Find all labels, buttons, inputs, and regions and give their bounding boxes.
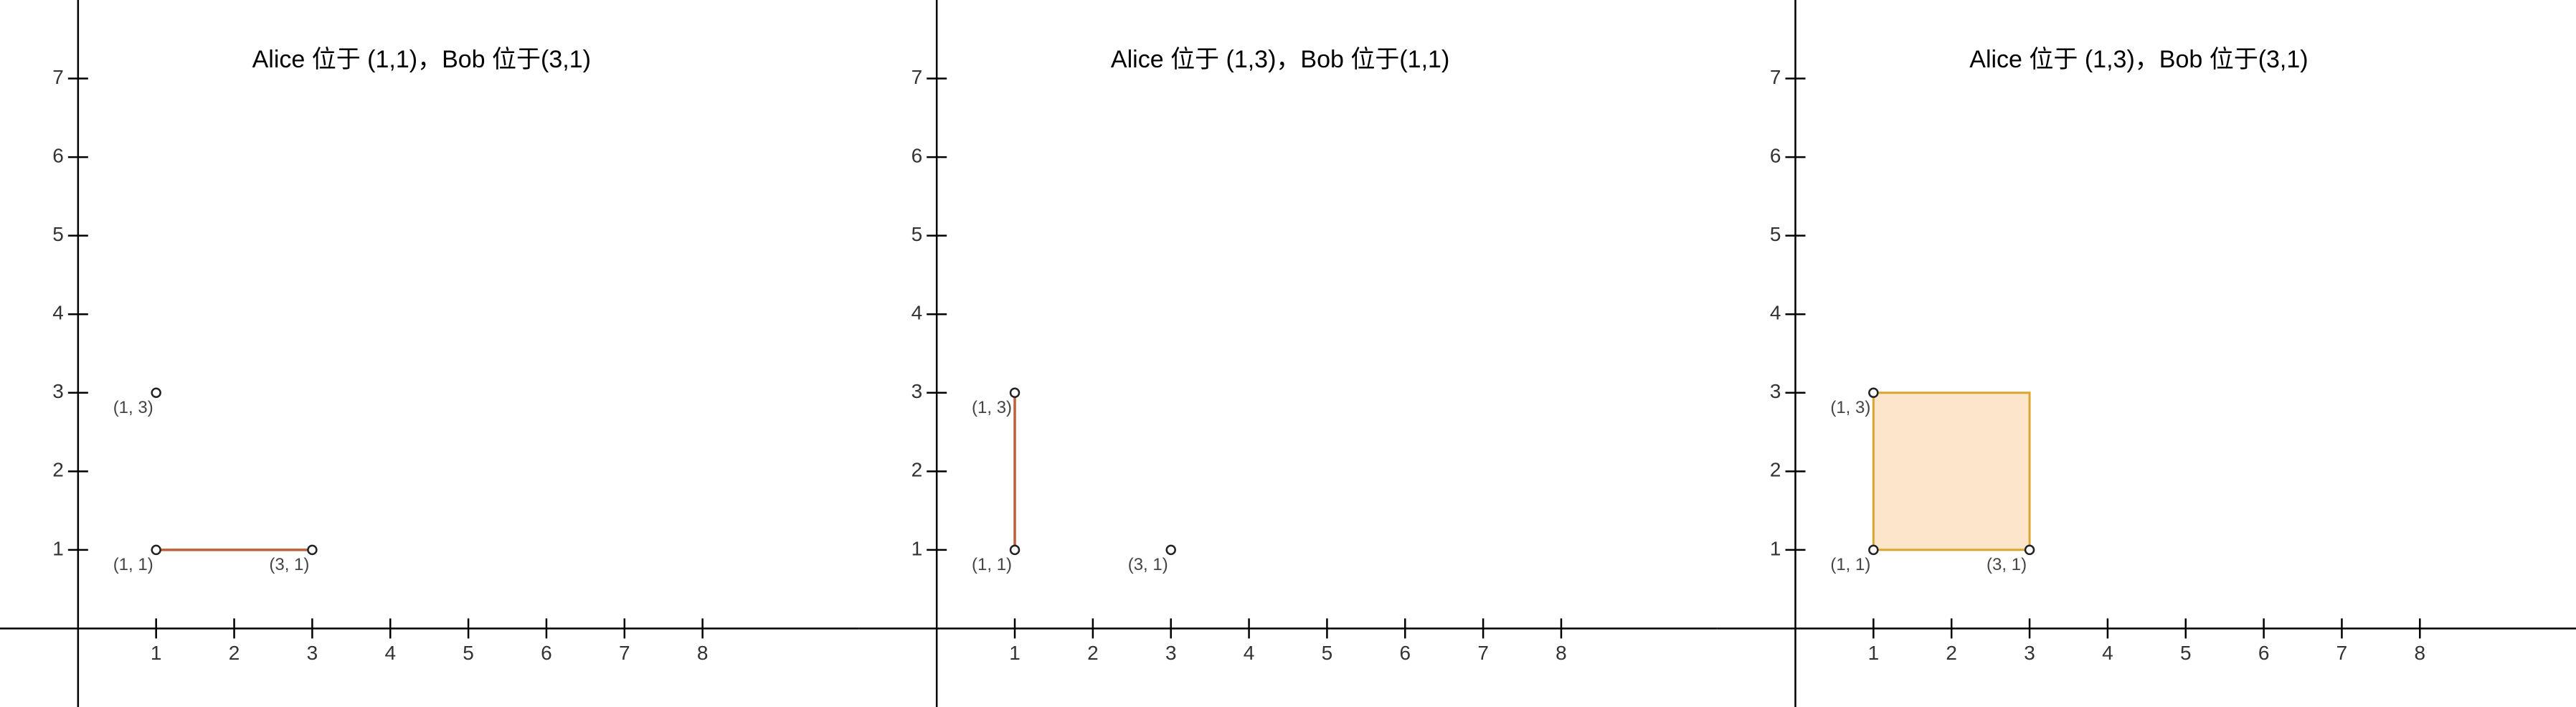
x-tick-label: 1 (1009, 642, 1021, 664)
x-tick-label: 6 (541, 642, 552, 664)
x-tick-label: 6 (1399, 642, 1411, 664)
point (1868, 387, 1879, 399)
x-tick-label: 7 (2336, 642, 2348, 664)
x-tick-label: 8 (2415, 642, 2426, 664)
point (2024, 544, 2035, 556)
point (1868, 544, 1879, 556)
y-tick-label: 7 (52, 66, 64, 88)
x-tick-label: 5 (463, 642, 474, 664)
x-tick-label: 4 (2102, 642, 2113, 664)
panel: 1 2 3 4 5 6 7 8 1 2 3 4 5 6 7 (1, 3) (1, 1) (3, 1) Alice 位… (1717, 0, 2576, 707)
chart-title: Alice 位于 (1,3)，Bob 位于(1,1) (1111, 46, 1449, 73)
panel: 1 2 3 4 5 6 7 8 1 2 3 4 5 6 7 (1, 3) (1, 1) (3, 1) Alice 位… (0, 0, 859, 707)
point (1009, 387, 1021, 399)
y-tick-label: 4 (1770, 302, 1781, 324)
x-tick-label: 5 (1322, 642, 1333, 664)
y-tick-label: 2 (1770, 459, 1781, 481)
point-label: (1, 3) (972, 398, 1012, 417)
x-tick-label: 4 (384, 642, 396, 664)
chart-title: Alice 位于 (1,3)，Bob 位于(3,1) (1969, 46, 2308, 73)
x-tick-label: 1 (151, 642, 162, 664)
x-tick-label: 1 (1868, 642, 1880, 664)
point-label: (1, 1) (1830, 555, 1870, 574)
x-tick-label: 7 (619, 642, 630, 664)
chart-title: Alice 位于 (1,1)，Bob 位于(3,1) (252, 46, 591, 73)
y-tick-label: 3 (52, 380, 64, 402)
point (151, 387, 161, 399)
point-label: (1, 3) (1830, 398, 1870, 417)
y-tick-label: 7 (911, 66, 923, 88)
panel: 1 2 3 4 5 6 7 8 1 2 3 4 5 6 7 (1, 3) (1, 1) (3, 1) Alice 位… (858, 0, 1718, 707)
x-tick-label: 8 (697, 642, 709, 664)
x-tick-label: 3 (2024, 642, 2035, 664)
point-label: (1, 1) (972, 555, 1012, 574)
point (1009, 544, 1021, 556)
y-tick-label: 5 (911, 223, 923, 245)
x-tick-label: 2 (1946, 642, 1957, 664)
y-tick-label: 4 (52, 302, 64, 324)
x-tick-label: 8 (1555, 642, 1567, 664)
rectangle (1872, 392, 2031, 551)
y-tick-label: 6 (911, 145, 923, 167)
point (151, 544, 161, 556)
y-tick-label: 1 (911, 537, 923, 559)
x-tick-label: 7 (1477, 642, 1489, 664)
y-tick-label: 3 (1770, 380, 1781, 402)
y-tick-label: 2 (52, 459, 64, 481)
x-tick-label: 4 (1244, 642, 1255, 664)
y-tick-label: 1 (52, 537, 64, 559)
x-tick-label: 6 (2258, 642, 2270, 664)
point-label: (1, 1) (113, 555, 153, 574)
y-tick-label: 2 (911, 459, 923, 481)
x-tick-label: 3 (307, 642, 318, 664)
y-tick-label: 6 (52, 145, 64, 167)
point-label: (1, 3) (113, 398, 153, 417)
x-tick-label: 3 (1165, 642, 1177, 664)
point-label: (3, 1) (269, 555, 309, 574)
x-tick-label: 5 (2180, 642, 2192, 664)
y-tick-label: 7 (1770, 66, 1781, 88)
point-label: (3, 1) (1987, 555, 2027, 574)
x-tick-label: 2 (1087, 642, 1099, 664)
point-label: (3, 1) (1128, 555, 1168, 574)
point (1165, 544, 1176, 556)
y-tick-label: 5 (52, 223, 64, 245)
y-tick-label: 6 (1770, 145, 1781, 167)
y-tick-label: 5 (1770, 223, 1781, 245)
x-tick-label: 2 (229, 642, 240, 664)
y-tick-label: 4 (911, 302, 923, 324)
point (307, 544, 318, 556)
y-tick-label: 3 (911, 380, 923, 402)
y-tick-label: 1 (1770, 537, 1781, 559)
